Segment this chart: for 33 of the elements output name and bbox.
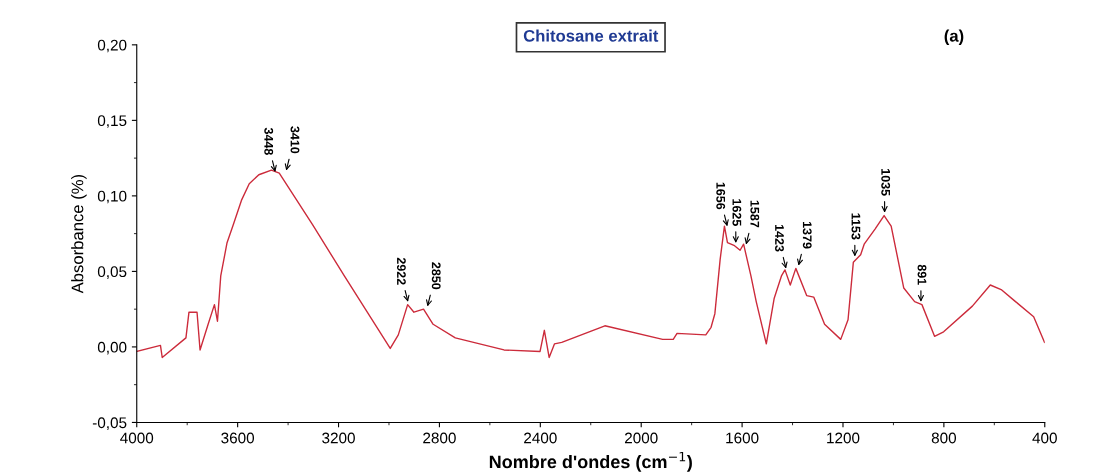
annotation: 2850 [431, 262, 441, 290]
x-tick-label: 400 [1032, 432, 1057, 444]
x-tick-label: 2800 [423, 432, 456, 444]
annotation: (a) [944, 29, 964, 46]
x-tick-label: 1600 [726, 432, 759, 444]
annotation: 1379 [802, 221, 812, 249]
x-tick-label: 3200 [322, 432, 355, 444]
line-series [136, 169, 1045, 359]
y-axis-title: Absorbance (%) [71, 174, 87, 294]
x-tick-label: 2400 [524, 432, 557, 444]
annotation: 1656 [716, 182, 726, 210]
x-axis-title: Nombre d'ondes (cm$^{−1}$) [489, 451, 692, 472]
chart-title: Chitosane extrait [523, 29, 659, 42]
y-tick-label: -0,05 [92, 417, 127, 430]
x-tick-label: 800 [931, 432, 957, 444]
y-tick-label: 0,20 [97, 39, 127, 53]
annotation: 3448 [264, 127, 274, 155]
annotation: 891 [917, 264, 927, 285]
x-tick-label: 2000 [624, 432, 658, 444]
y-tick-label: 0,10 [97, 190, 127, 204]
y-tick-label: 0,00 [97, 341, 127, 355]
annotation: 1423 [775, 224, 784, 252]
x-tick-label: 3600 [221, 432, 255, 444]
annotation: 1625 [732, 199, 742, 226]
annotation: 3410 [290, 126, 300, 154]
annotation: 2922 [396, 257, 406, 285]
annotation: 1035 [881, 169, 891, 196]
annotation: 1587 [750, 200, 760, 228]
x-tick-label: 1200 [827, 432, 860, 444]
x-tick-label: 4000 [120, 432, 154, 444]
y-tick-label: 0,15 [97, 115, 127, 128]
y-tick-label: 0,05 [97, 266, 127, 279]
annotation: 1153 [851, 213, 861, 240]
